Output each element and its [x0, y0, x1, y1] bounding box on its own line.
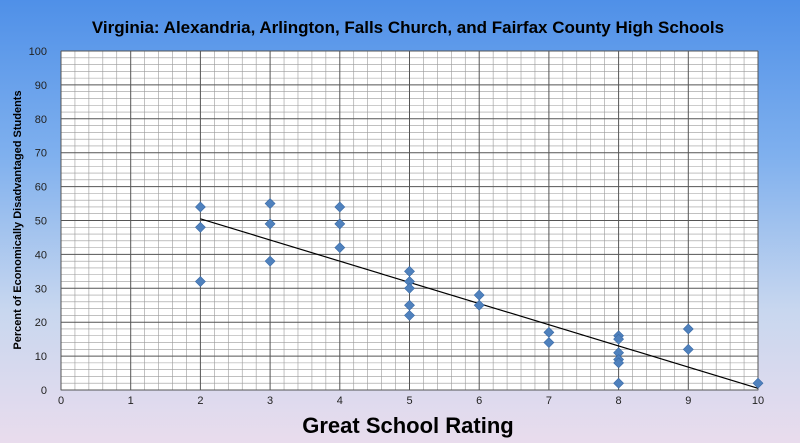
x-tick-label: 2: [197, 395, 203, 407]
data-point: [613, 377, 625, 389]
data-point: [613, 333, 625, 345]
y-tick-label: 0: [41, 385, 47, 397]
data-point: [194, 201, 206, 213]
y-tick-label: 50: [35, 216, 47, 228]
data-point: [264, 218, 276, 230]
x-axis-ticks: 0 1 2 3 4 5 6 7 8 9 10: [58, 395, 764, 407]
data-point: [334, 218, 346, 230]
data-point: [264, 198, 276, 209]
data-point: [682, 323, 694, 335]
x-tick-label: 1: [128, 395, 134, 407]
y-tick-label: 60: [35, 182, 47, 194]
y-tick-label: 70: [35, 148, 47, 160]
data-point: [473, 299, 485, 311]
y-tick-label: 90: [35, 80, 47, 92]
y-tick-label: 20: [35, 317, 47, 329]
x-tick-label: 8: [616, 395, 622, 407]
x-tick-label: 6: [476, 395, 482, 407]
data-point: [404, 282, 415, 294]
data-points: [194, 198, 764, 389]
y-axis-ticks: 0 10 20 30 40 50 60 70 80 90 100: [29, 46, 47, 397]
x-tick-label: 10: [752, 395, 764, 407]
y-tick-label: 40: [35, 249, 47, 261]
x-tick-label: 0: [58, 395, 64, 407]
data-point: [752, 377, 764, 389]
data-point: [194, 276, 206, 287]
x-tick-label: 4: [337, 395, 343, 407]
x-tick-label: 5: [406, 395, 412, 407]
data-point: [404, 309, 415, 321]
data-point: [543, 337, 555, 348]
y-axis-label: Percent of Economically Disadvantaged St…: [12, 90, 24, 349]
y-tick-label: 30: [35, 283, 47, 295]
x-axis-label: Great School Rating: [302, 413, 513, 438]
data-point: [682, 343, 694, 355]
data-point: [334, 201, 346, 213]
data-point: [194, 221, 206, 233]
major-grid: [60, 50, 759, 391]
y-tick-label: 100: [29, 46, 47, 58]
x-tick-label: 7: [546, 395, 552, 407]
y-tick-label: 10: [35, 351, 47, 363]
data-point: [334, 242, 346, 254]
y-tick-label: 80: [35, 114, 47, 126]
x-tick-label: 9: [685, 395, 691, 407]
x-tick-label: 3: [267, 395, 273, 407]
data-point: [264, 255, 276, 267]
chart-title: Virginia: Alexandria, Arlington, Falls C…: [92, 18, 724, 37]
data-point: [613, 357, 625, 369]
